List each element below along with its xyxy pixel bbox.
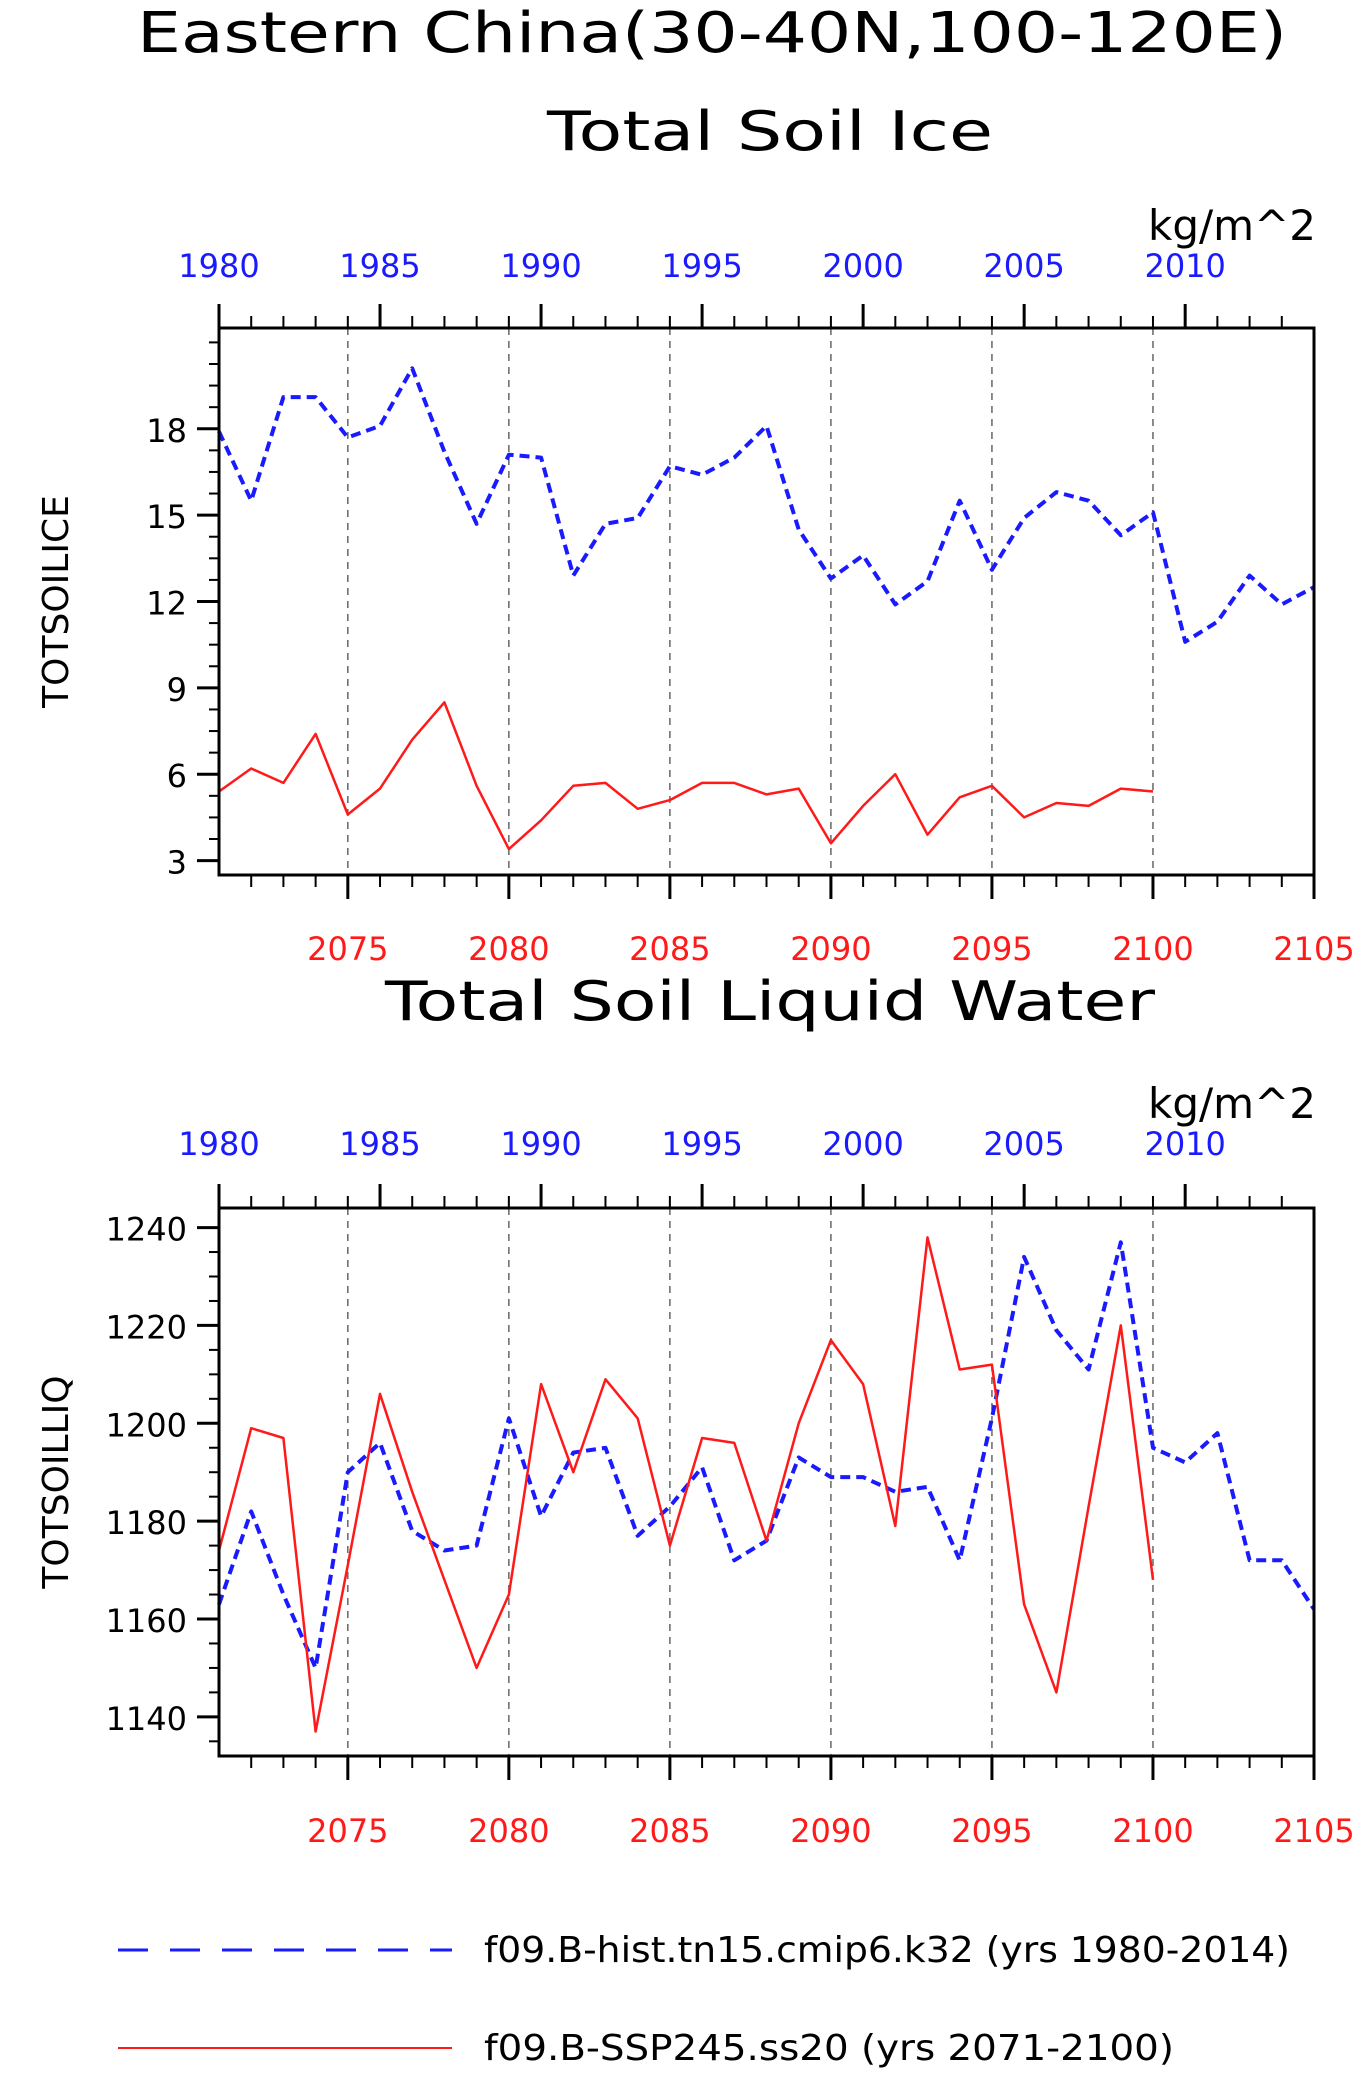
x-tick-label-bottom: 2085 bbox=[629, 930, 710, 968]
main-title-line1: Eastern China(30-40N,100-120E) bbox=[137, 1, 1287, 66]
x-tick-label-top: 2005 bbox=[983, 247, 1064, 285]
x-tick-label-bottom: 2100 bbox=[1112, 1812, 1193, 1850]
y-tick-label: 12 bbox=[146, 585, 187, 623]
plot-frame bbox=[217, 326, 1316, 877]
series-line-hist bbox=[217, 366, 1315, 644]
x-tick-label-top: 2005 bbox=[983, 1125, 1064, 1163]
x-tick-label-top: 1990 bbox=[500, 1125, 581, 1163]
y-axis-label: TOTSOILLIQ bbox=[36, 1375, 77, 1589]
units-label: kg/m^2 bbox=[1148, 201, 1316, 250]
x-tick-label-top: 1990 bbox=[500, 247, 581, 285]
x-tick-label-top: 2010 bbox=[1144, 1125, 1225, 1163]
y-axis-label: TOTSOILICE bbox=[36, 495, 77, 709]
x-tick-label-top: 1985 bbox=[339, 247, 420, 285]
x-tick-label-top: 2000 bbox=[822, 1125, 903, 1163]
x-tick-label-bottom: 2075 bbox=[307, 930, 388, 968]
x-tick-label-bottom: 2095 bbox=[951, 930, 1032, 968]
y-tick-label: 9 bbox=[167, 671, 187, 709]
x-tick-label-top: 2010 bbox=[1144, 247, 1225, 285]
y-tick-label: 1220 bbox=[106, 1308, 187, 1346]
main-title: Eastern China(30-40N,100-120E) bbox=[137, 1, 1287, 66]
chart-panel-2: Total Soil Liquid Water kg/m^2 TOTSOILLIQ 2… bbox=[36, 970, 1355, 1850]
panel-title: Total Soil Liquid Water bbox=[384, 970, 1156, 1033]
series-line-hist bbox=[217, 1240, 1316, 1670]
x-tick-label-top: 2000 bbox=[822, 247, 903, 285]
x-tick-label-top: 1995 bbox=[661, 247, 742, 285]
series-line-ssp bbox=[218, 701, 1154, 851]
legend-label-hist: f09.B-hist.tn15.cmip6.k32 (yrs 1980-2014… bbox=[484, 1930, 1290, 1971]
x-tick-label-top: 1995 bbox=[661, 1125, 742, 1163]
x-tick-label-bottom: 2095 bbox=[951, 1812, 1032, 1850]
legend: f09.B-hist.tn15.cmip6.k32 (yrs 1980-2014… bbox=[118, 1930, 1290, 2069]
units-label: kg/m^2 bbox=[1148, 1079, 1316, 1128]
x-tick-label-top: 1980 bbox=[178, 1125, 259, 1163]
x-tick-label-bottom: 2090 bbox=[790, 1812, 871, 1850]
x-tick-label-bottom: 2080 bbox=[468, 930, 549, 968]
y-tick-label: 15 bbox=[146, 498, 187, 536]
series-line-ssp bbox=[217, 1236, 1155, 1733]
x-tick-label-top: 1980 bbox=[178, 247, 259, 285]
x-tick-label-bottom: 2080 bbox=[468, 1812, 549, 1850]
x-tick-label-bottom: 2085 bbox=[629, 1812, 710, 1850]
y-tick-label: 1140 bbox=[106, 1700, 187, 1738]
x-tick-label-bottom: 2090 bbox=[790, 930, 871, 968]
y-tick-label: 6 bbox=[167, 757, 187, 795]
x-tick-label-top: 1985 bbox=[339, 1125, 420, 1163]
x-tick-label-bottom: 2105 bbox=[1273, 930, 1354, 968]
x-tick-label-bottom: 2075 bbox=[307, 1812, 388, 1850]
y-tick-label: 1180 bbox=[106, 1504, 187, 1542]
y-tick-label: 1160 bbox=[106, 1602, 187, 1640]
y-tick-label: 1200 bbox=[106, 1406, 187, 1444]
plot-frame bbox=[217, 1206, 1316, 1758]
x-tick-label-bottom: 2105 bbox=[1273, 1812, 1354, 1850]
legend-label-ssp: f09.B-SSP245.ss20 (yrs 2071-2100) bbox=[484, 2028, 1174, 2069]
y-tick-label: 1240 bbox=[106, 1211, 187, 1249]
x-tick-label-bottom: 2100 bbox=[1112, 930, 1193, 968]
y-tick-label: 3 bbox=[167, 844, 187, 882]
chart-panel-1: Total Soil Ice kg/m^2 TOTSOILICE 2075 2080 20… bbox=[36, 100, 1355, 968]
y-tick-label: 18 bbox=[146, 412, 187, 450]
panel-title: Total Soil Ice bbox=[546, 100, 993, 163]
